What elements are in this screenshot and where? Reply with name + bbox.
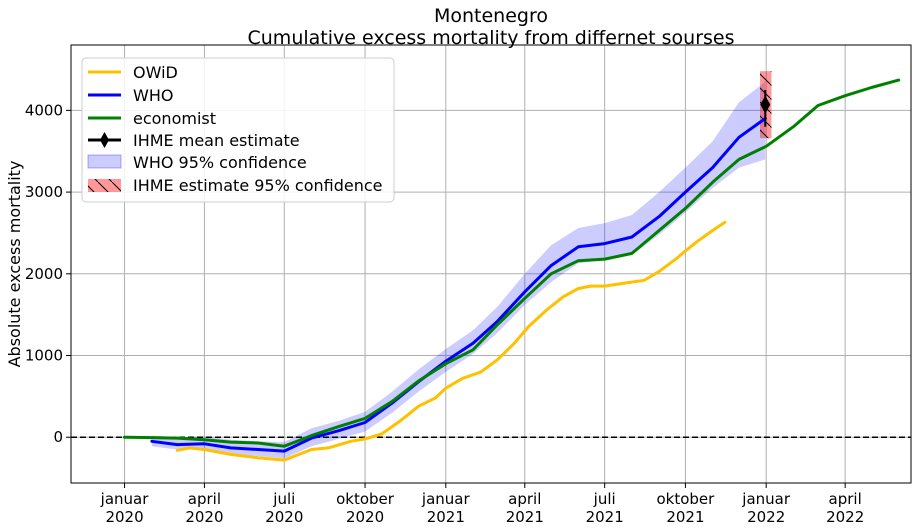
x-tick-label: januar [100, 490, 150, 508]
legend-ihme-mean-label: IHME mean estimate [133, 131, 300, 150]
series-line-who [150, 117, 767, 453]
legend-ihme-ci-hatch [88, 179, 121, 192]
axes: januar2020april2020juli2020oktober2020ja… [25, 101, 864, 526]
x-tick-label: oktober [656, 490, 715, 508]
x-tick-label: juli [272, 490, 295, 508]
y-tick-label: 3000 [25, 183, 63, 201]
legend-who-label: WHO [133, 86, 173, 105]
legend-ihme-ci-label: IHME estimate 95% confidence [133, 176, 382, 195]
chart-title: Montenegro [434, 5, 548, 27]
y-axis-label: Absolute excess mortality [5, 161, 24, 368]
y-tick-label: 4000 [25, 101, 63, 119]
legend-ihme-mean-marker [100, 132, 109, 148]
plot-area [71, 71, 911, 462]
series-line-owid [175, 220, 727, 462]
legend-owid-label: OWiD [133, 63, 178, 82]
x-tick-year: 2020 [346, 508, 384, 526]
x-tick-year: 2020 [185, 508, 223, 526]
y-tick-label: 0 [53, 428, 63, 446]
x-tick-year: 2021 [666, 508, 704, 526]
x-tick-year: 2022 [747, 508, 785, 526]
x-tick-label: april [188, 490, 221, 508]
plot-frame [70, 44, 912, 484]
x-tick-label: januar [741, 490, 791, 508]
x-tick-label: oktober [336, 490, 395, 508]
ihme-mean-marker [760, 95, 771, 114]
series-line-economist [123, 78, 901, 448]
legend-economist-label: economist [133, 109, 216, 128]
y-tick-label: 1000 [25, 347, 63, 365]
x-tick-label: april [508, 490, 541, 508]
y-tick-label: 2000 [25, 265, 63, 283]
x-tick-label: april [829, 490, 862, 508]
x-tick-label: juli [593, 490, 616, 508]
legend-box [81, 57, 395, 203]
legend-who-ci-swatch [87, 154, 122, 169]
x-tick-year: 2020 [105, 508, 143, 526]
x-tick-year: 2022 [826, 508, 864, 526]
x-tick-year: 2021 [427, 508, 465, 526]
x-tick-year: 2021 [586, 508, 624, 526]
x-tick-year: 2020 [265, 508, 303, 526]
legend: OWiD WHO economist IHME mean estimate WH… [81, 57, 395, 203]
x-tick-year: 2021 [506, 508, 544, 526]
legend-who-ci-label: WHO 95% confidence [133, 153, 307, 172]
x-tick-label: januar [421, 490, 471, 508]
chart-subtitle: Cumulative excess mortality from differn… [248, 27, 735, 49]
